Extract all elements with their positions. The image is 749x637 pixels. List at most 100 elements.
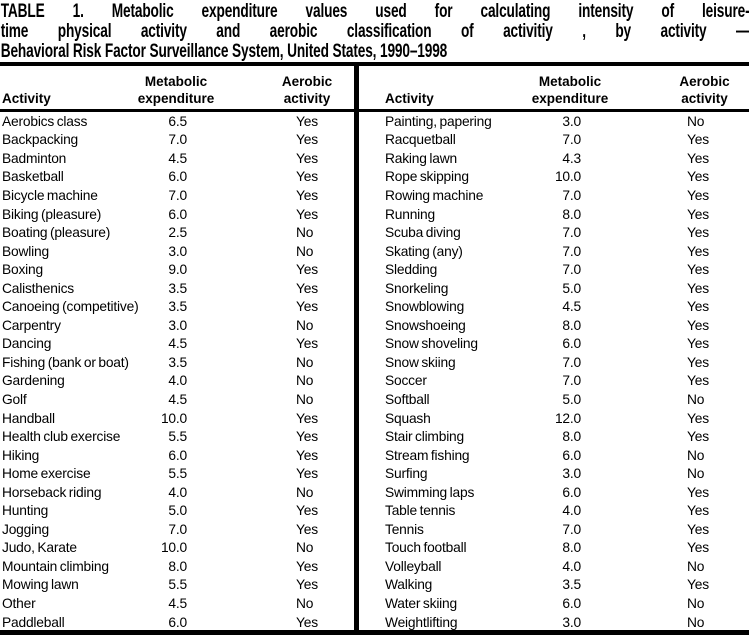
activity-cell: Aerobics class bbox=[2, 113, 88, 129]
table-row: Weightlifting 3.0 No bbox=[359, 613, 749, 630]
table-row: Health club exercise 5.5 Yes bbox=[0, 427, 354, 446]
aerobic-activity-cell: Yes bbox=[296, 187, 318, 203]
table-row: Tennis 7.0 Yes bbox=[359, 520, 749, 539]
table-row: Bicycle machine 7.0 Yes bbox=[0, 186, 354, 205]
aerobic-activity-cell: Yes bbox=[687, 540, 709, 556]
column-header-metabolic-expenditure: Metabolic expenditure bbox=[136, 73, 216, 107]
activity-cell: Mountain climbing bbox=[2, 558, 109, 574]
table-title: TABLE 1. Metabolic expenditure values us… bbox=[0, 0, 749, 62]
table-row: Calisthenics 3.5 Yes bbox=[0, 279, 354, 298]
aerobic-activity-cell: No bbox=[296, 354, 314, 370]
table-row: Bowling 3.0 No bbox=[0, 242, 354, 261]
left-table-panel: Activity Metabolic expenditure Aerobic a… bbox=[0, 66, 354, 630]
aerobic-activity-cell: Yes bbox=[687, 280, 709, 296]
metabolic-expenditure-cell: 8.0 bbox=[562, 317, 581, 333]
metabolic-expenditure-cell: 8.0 bbox=[562, 206, 581, 222]
table-row: Horseback riding 4.0 No bbox=[0, 483, 354, 502]
aerobic-activity-cell: Yes bbox=[296, 447, 318, 463]
aerobic-activity-cell: Yes bbox=[687, 150, 709, 166]
bottom-rule bbox=[0, 630, 749, 635]
table-row: Hiking 6.0 Yes bbox=[0, 446, 354, 465]
activity-cell: Swimming laps bbox=[385, 484, 475, 500]
right-table-panel: Activity Metabolic expenditure Aerobic a… bbox=[359, 66, 749, 630]
column-header-aerobic-line1: Aerobic bbox=[281, 74, 333, 89]
table-row: Basketball 6.0 Yes bbox=[0, 168, 354, 187]
aerobic-activity-cell: Yes bbox=[687, 243, 709, 259]
title-line-1: TABLE 1. Metabolic expenditure values us… bbox=[0, 1, 749, 22]
metabolic-expenditure-cell: 6.0 bbox=[562, 484, 581, 500]
metabolic-expenditure-cell: 8.0 bbox=[562, 429, 581, 445]
activity-cell: Badminton bbox=[2, 150, 67, 166]
activity-cell: Stair climbing bbox=[385, 429, 465, 445]
activity-cell: Jogging bbox=[2, 521, 49, 537]
aerobic-activity-cell: No bbox=[296, 484, 314, 500]
aerobic-activity-cell: Yes bbox=[687, 503, 709, 519]
activity-cell: Softball bbox=[385, 391, 430, 407]
activity-cell: Racquetball bbox=[385, 132, 456, 148]
table-row: Water skiing 6.0 No bbox=[359, 594, 749, 613]
aerobic-activity-cell: Yes bbox=[296, 150, 318, 166]
aerobic-activity-cell: No bbox=[296, 225, 314, 241]
activity-cell: Running bbox=[385, 206, 435, 222]
vertical-divider bbox=[354, 66, 359, 630]
table-row: Mowing lawn 5.5 Yes bbox=[0, 576, 354, 595]
metabolic-expenditure-cell: 3.0 bbox=[168, 317, 187, 333]
table-row: Soccer 7.0 Yes bbox=[359, 372, 749, 391]
column-header-metabolic-line2: expenditure bbox=[531, 91, 609, 106]
metabolic-expenditure-cell: 6.0 bbox=[168, 169, 187, 185]
metabolic-expenditure-cell: 3.0 bbox=[168, 243, 187, 259]
aerobic-activity-cell: Yes bbox=[687, 484, 709, 500]
table-row: Backpacking 7.0 Yes bbox=[0, 131, 354, 150]
activity-cell: Snow skiing bbox=[385, 354, 456, 370]
column-header-metabolic-expenditure: Metabolic expenditure bbox=[528, 73, 612, 107]
aerobic-activity-cell: Yes bbox=[296, 132, 318, 148]
aerobic-activity-cell: Yes bbox=[687, 169, 709, 185]
aerobic-activity-cell: Yes bbox=[296, 113, 318, 129]
aerobic-activity-cell: Yes bbox=[296, 577, 318, 593]
table-row: Badminton 4.5 Yes bbox=[0, 149, 354, 168]
metabolic-expenditure-cell: 3.0 bbox=[562, 113, 581, 129]
activity-cell: Fishing (bank or boat) bbox=[2, 354, 129, 370]
metabolic-expenditure-cell: 3.0 bbox=[562, 614, 581, 630]
aerobic-activity-cell: No bbox=[296, 373, 314, 389]
metabolic-expenditure-cell: 7.0 bbox=[562, 243, 581, 259]
activity-cell: Hiking bbox=[2, 447, 40, 463]
metabolic-expenditure-cell: 5.0 bbox=[168, 503, 187, 519]
column-header-activity: Activity bbox=[385, 91, 434, 106]
table-row: Aerobics class 6.5 Yes bbox=[0, 112, 354, 131]
activity-cell: Dancing bbox=[2, 336, 52, 352]
table-row: Snowshoeing 8.0 Yes bbox=[359, 316, 749, 335]
aerobic-activity-cell: Yes bbox=[296, 429, 318, 445]
aerobic-activity-cell: Yes bbox=[296, 503, 318, 519]
aerobic-activity-cell: Yes bbox=[687, 225, 709, 241]
metabolic-expenditure-cell: 3.5 bbox=[562, 577, 581, 593]
metabolic-expenditure-cell: 2.5 bbox=[168, 225, 187, 241]
activity-cell: Squash bbox=[385, 410, 431, 426]
table-row: Stream fishing 6.0 No bbox=[359, 446, 749, 465]
activity-cell: Rowing machine bbox=[385, 187, 484, 203]
metabolic-expenditure-cell: 4.0 bbox=[562, 503, 581, 519]
activity-cell: Bicycle machine bbox=[2, 187, 98, 203]
metabolic-expenditure-cell: 8.0 bbox=[562, 540, 581, 556]
table-row: Boxing 9.0 Yes bbox=[0, 260, 354, 279]
activity-cell: Canoeing (competitive) bbox=[2, 299, 139, 315]
aerobic-activity-cell: Yes bbox=[687, 577, 709, 593]
activity-cell: Snow shoveling bbox=[385, 336, 478, 352]
table-row: Home exercise 5.5 Yes bbox=[0, 464, 354, 483]
aerobic-activity-cell: Yes bbox=[296, 466, 318, 482]
column-header-aerobic-activity: Aerobic activity bbox=[216, 73, 354, 107]
metabolic-expenditure-cell: 4.5 bbox=[168, 595, 187, 611]
table-row: Judo, Karate 10.0 No bbox=[0, 539, 354, 558]
activity-cell: Gardening bbox=[2, 373, 65, 389]
table-row: Other 4.5 No bbox=[0, 594, 354, 613]
metabolic-expenditure-cell: 7.0 bbox=[562, 225, 581, 241]
aerobic-activity-cell: Yes bbox=[687, 299, 709, 315]
activity-cell: Carpentry bbox=[2, 317, 61, 333]
table-row: Paddleball 6.0 Yes bbox=[0, 613, 354, 630]
aerobic-activity-cell: Yes bbox=[296, 169, 318, 185]
aerobic-activity-cell: Yes bbox=[296, 280, 318, 296]
metabolic-expenditure-cell: 10.0 bbox=[554, 169, 581, 185]
metabolic-expenditure-cell: 4.3 bbox=[562, 150, 581, 166]
metabolic-expenditure-cell: 7.0 bbox=[562, 187, 581, 203]
table-row: Stair climbing 8.0 Yes bbox=[359, 427, 749, 446]
